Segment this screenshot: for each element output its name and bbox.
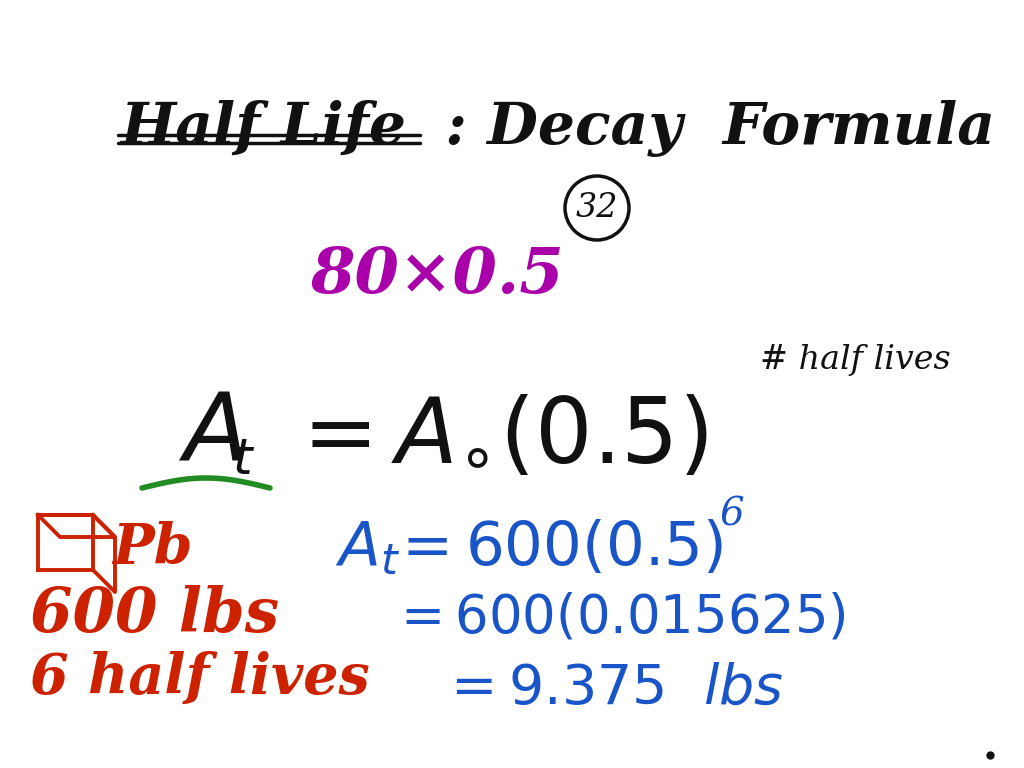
Text: $\mathit{= 600(0.015625)}$: $\mathit{= 600(0.015625)}$ — [390, 592, 846, 644]
Text: 80×0.5: 80×0.5 — [310, 245, 564, 306]
Text: : Decay  Formula: : Decay Formula — [425, 100, 995, 157]
Text: $\mathit{= 600(0.5)}$: $\mathit{= 600(0.5)}$ — [390, 518, 723, 578]
Text: 6 half lives: 6 half lives — [30, 650, 370, 706]
Text: $\mathit{= A_{\circ}(0.5)}$: $\mathit{= A_{\circ}(0.5)}$ — [285, 392, 708, 478]
Text: Half Life: Half Life — [120, 100, 406, 157]
Text: # half lives: # half lives — [760, 344, 950, 376]
Text: $\mathit{= 9.375\ \ lbs}$: $\mathit{= 9.375\ \ lbs}$ — [440, 660, 783, 715]
Text: $\mathit{A}$: $\mathit{A}$ — [178, 390, 243, 480]
Text: Pb: Pb — [112, 521, 193, 575]
Text: 600 lbs: 600 lbs — [30, 585, 280, 645]
Text: $\mathit{A_t}$: $\mathit{A_t}$ — [335, 518, 400, 578]
Text: 6: 6 — [720, 496, 744, 534]
Text: 32: 32 — [575, 192, 618, 224]
Text: $\mathit{t}$: $\mathit{t}$ — [232, 435, 255, 485]
